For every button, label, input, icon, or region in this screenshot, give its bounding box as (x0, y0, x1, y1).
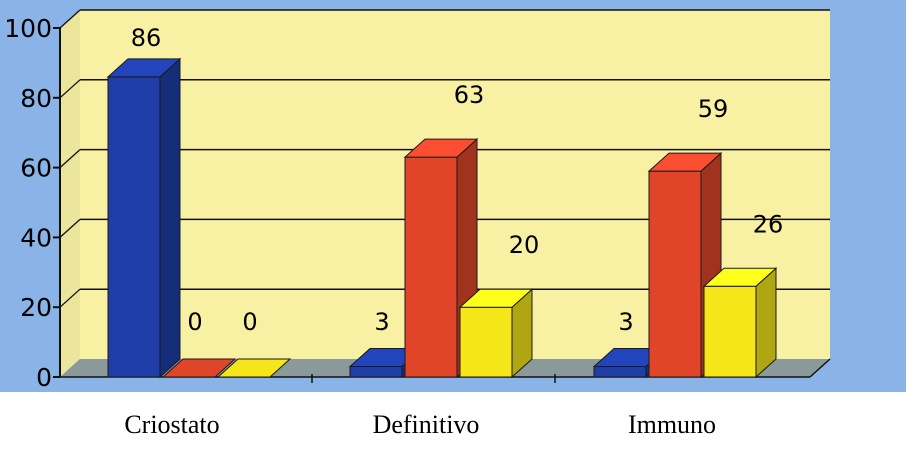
gridline-depth (59, 9, 81, 29)
bar-front-series-1-definitivo (349, 366, 403, 378)
gridline-depth (59, 218, 81, 238)
data-label-series-3-criostato: 0 (242, 308, 257, 336)
plot-side-wall (60, 10, 80, 377)
data-label-series-2-criostato: 0 (187, 308, 202, 336)
data-label-series-2-definitivo: 63 (454, 81, 485, 109)
category-label-definitivo: Definitivo (372, 410, 480, 439)
bar-top-series-3-immuno (702, 267, 778, 287)
bar-front-series-2-immuno (648, 170, 702, 378)
bar-front-series-2-definitivo (404, 156, 458, 378)
gridline-depth (59, 79, 81, 99)
data-label-series-3-definitivo: 20 (509, 231, 540, 259)
bar-top-series-3-criostato (216, 358, 292, 378)
y-tick-label: 20 (20, 293, 52, 322)
y-tick-label: 80 (20, 84, 52, 113)
gridline-depth (59, 288, 81, 308)
y-tick-label: 100 (4, 14, 52, 43)
bar-front-series-1-immuno (593, 366, 647, 378)
bar-top-series-2-immuno (647, 152, 723, 172)
y-tick-label: 0 (36, 363, 52, 392)
bar-top-series-1-criostato (106, 58, 182, 78)
category-label-criostato: Criostato (124, 410, 220, 439)
y-tick-label: 40 (20, 223, 52, 252)
bar-front-series-3-definitivo (459, 306, 513, 378)
y-tick-label: 60 (20, 154, 52, 183)
data-label-series-1-immuno: 3 (618, 308, 633, 336)
data-label-series-3-immuno: 26 (753, 210, 784, 238)
data-label-series-2-immuno: 59 (698, 95, 729, 123)
x-axis-end (809, 358, 831, 378)
bar-side-series-3-immuno (755, 267, 777, 379)
data-label-series-1-criostato: 86 (131, 24, 162, 52)
bar-top-series-3-definitivo (458, 288, 534, 308)
bar-top-series-2-definitivo (403, 138, 479, 158)
bar-side-series-1-criostato (159, 57, 181, 379)
bar-front-series-3-immuno (703, 285, 757, 378)
gridline-depth (59, 149, 81, 169)
bar-top-series-2-criostato (161, 358, 237, 378)
bar-front-series-1-criostato (107, 76, 161, 378)
data-label-series-1-definitivo: 3 (374, 308, 389, 336)
category-label-immuno: Immuno (627, 410, 717, 439)
